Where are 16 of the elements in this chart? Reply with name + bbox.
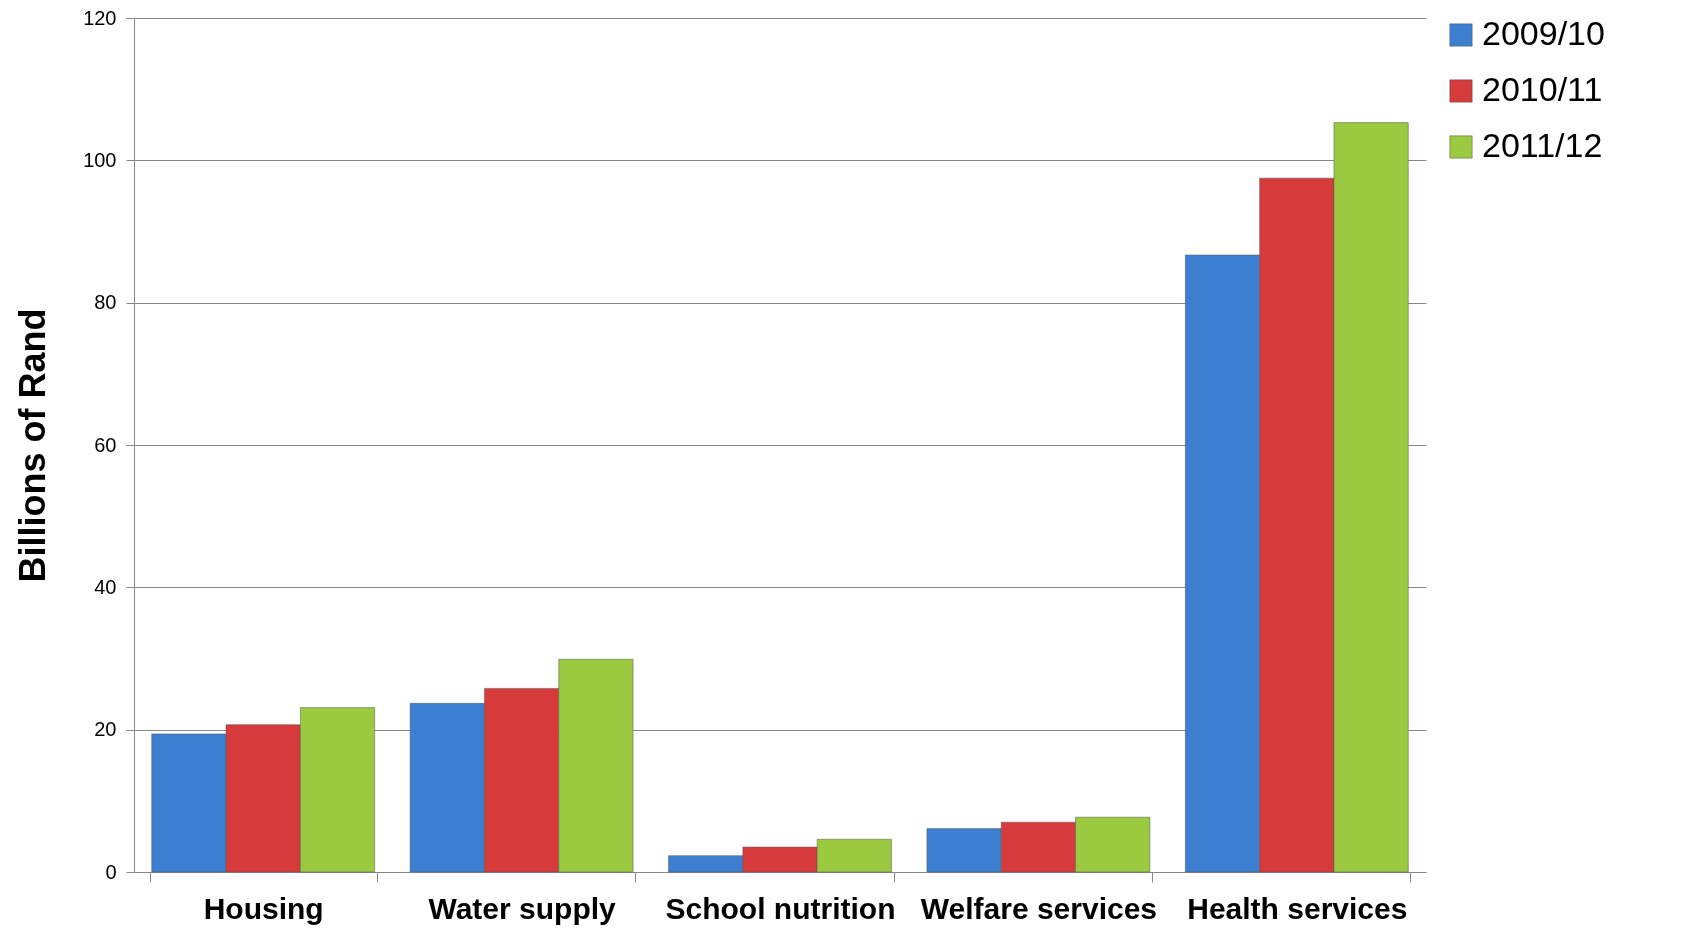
x-tick-label: Housing bbox=[203, 891, 324, 925]
y-tick-label: 20 bbox=[94, 718, 117, 741]
legend-label: 2011/12 bbox=[1482, 126, 1603, 164]
legend-label: 2009/10 bbox=[1482, 14, 1605, 52]
legend-label: 2010/11 bbox=[1482, 70, 1603, 108]
y-tick-label: 60 bbox=[94, 433, 117, 456]
x-tick-label: Water supply bbox=[428, 891, 617, 925]
x-tick-label: Welfare services bbox=[920, 891, 1158, 925]
y-tick-label: 100 bbox=[83, 148, 117, 171]
y-tick-label: 80 bbox=[94, 291, 117, 314]
x-tick-label: Health services bbox=[1187, 891, 1408, 925]
y-tick-label: 0 bbox=[105, 860, 117, 883]
y-tick-label: 120 bbox=[83, 6, 117, 29]
y-axis-title: Billions of Rand bbox=[12, 308, 54, 583]
y-tick-label: 40 bbox=[94, 575, 117, 598]
x-tick-label: School nutrition bbox=[665, 891, 896, 925]
